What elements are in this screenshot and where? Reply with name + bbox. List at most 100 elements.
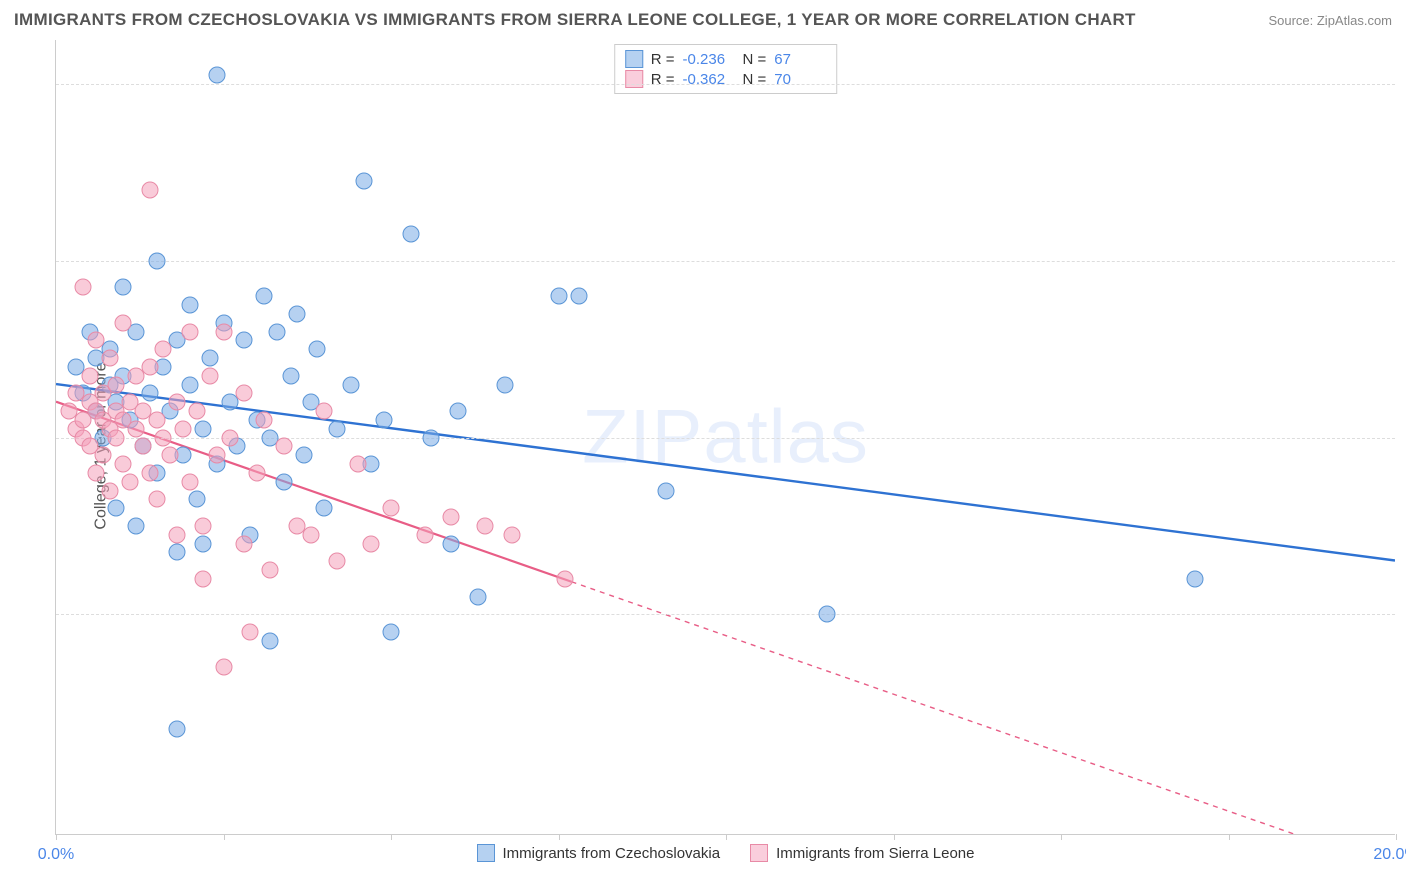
data-point bbox=[342, 376, 359, 393]
data-point bbox=[115, 279, 132, 296]
x-tick-label: 0.0% bbox=[38, 846, 74, 864]
data-point bbox=[195, 570, 212, 587]
data-point bbox=[195, 535, 212, 552]
data-point bbox=[818, 606, 835, 623]
stat-r-value: -0.236 bbox=[683, 51, 735, 68]
data-point bbox=[249, 464, 266, 481]
gridline bbox=[56, 84, 1395, 85]
data-point bbox=[182, 473, 199, 490]
legend-label: Immigrants from Sierra Leone bbox=[776, 845, 974, 862]
data-point bbox=[188, 403, 205, 420]
x-tick bbox=[1229, 834, 1230, 840]
x-tick bbox=[1061, 834, 1062, 840]
legend-swatch-icon bbox=[625, 70, 643, 88]
data-point bbox=[376, 411, 393, 428]
y-tick-label: 60.0% bbox=[1400, 429, 1406, 447]
data-point bbox=[108, 429, 125, 446]
stat-n-value: 67 bbox=[774, 51, 826, 68]
data-point bbox=[208, 447, 225, 464]
legend-swatch-icon bbox=[750, 844, 768, 862]
data-point bbox=[182, 323, 199, 340]
data-point bbox=[295, 447, 312, 464]
data-point bbox=[101, 482, 118, 499]
data-point bbox=[329, 553, 346, 570]
data-point bbox=[222, 429, 239, 446]
gridline bbox=[56, 614, 1395, 615]
data-point bbox=[141, 464, 158, 481]
data-point bbox=[108, 376, 125, 393]
data-point bbox=[316, 500, 333, 517]
data-point bbox=[148, 252, 165, 269]
data-point bbox=[141, 385, 158, 402]
data-point bbox=[302, 526, 319, 543]
data-point bbox=[115, 456, 132, 473]
data-point bbox=[275, 438, 292, 455]
stats-row: R =-0.362N =70 bbox=[625, 69, 827, 89]
x-tick bbox=[894, 834, 895, 840]
stats-row: R = -0.236 N = 67 bbox=[625, 49, 827, 69]
x-tick bbox=[559, 834, 560, 840]
data-point bbox=[289, 305, 306, 322]
y-tick-label: 40.0% bbox=[1400, 605, 1406, 623]
data-point bbox=[416, 526, 433, 543]
scatter-plot: ZIPatlas R =-0.236N =67R =-0.362N =70 Im… bbox=[55, 40, 1395, 835]
title-bar: IMMIGRANTS FROM CZECHOSLOVAKIA VS IMMIGR… bbox=[14, 10, 1392, 30]
data-point bbox=[383, 500, 400, 517]
data-point bbox=[195, 517, 212, 534]
data-point bbox=[557, 570, 574, 587]
gridline bbox=[56, 438, 1395, 439]
data-point bbox=[128, 420, 145, 437]
data-point bbox=[128, 517, 145, 534]
data-point bbox=[168, 394, 185, 411]
data-point bbox=[115, 314, 132, 331]
data-point bbox=[255, 288, 272, 305]
data-point bbox=[476, 517, 493, 534]
chart-title: IMMIGRANTS FROM CZECHOSLOVAKIA VS IMMIGR… bbox=[14, 10, 1136, 30]
legend-swatch-icon bbox=[625, 50, 643, 68]
legend-label: Immigrants from Czechoslovakia bbox=[503, 845, 721, 862]
legend-swatch-icon bbox=[477, 844, 495, 862]
data-point bbox=[148, 491, 165, 508]
data-point bbox=[188, 491, 205, 508]
data-point bbox=[262, 562, 279, 579]
x-tick bbox=[391, 834, 392, 840]
data-point bbox=[215, 323, 232, 340]
data-point bbox=[88, 464, 105, 481]
data-point bbox=[121, 473, 138, 490]
data-point bbox=[215, 659, 232, 676]
legend-item: Immigrants from Sierra Leone bbox=[750, 844, 974, 862]
data-point bbox=[262, 632, 279, 649]
data-point bbox=[168, 544, 185, 561]
data-point bbox=[155, 341, 172, 358]
data-point bbox=[141, 182, 158, 199]
source-label: Source: ZipAtlas.com bbox=[1268, 13, 1392, 28]
legend-item: Immigrants from Czechoslovakia bbox=[477, 844, 721, 862]
data-point bbox=[175, 420, 192, 437]
x-tick bbox=[224, 834, 225, 840]
stat-n-label: N = bbox=[743, 51, 767, 68]
data-point bbox=[168, 721, 185, 738]
data-point bbox=[101, 350, 118, 367]
data-point bbox=[309, 341, 326, 358]
x-tick bbox=[1396, 834, 1397, 840]
data-point bbox=[182, 297, 199, 314]
data-point bbox=[148, 411, 165, 428]
data-point bbox=[108, 500, 125, 517]
data-point bbox=[81, 367, 98, 384]
data-point bbox=[423, 429, 440, 446]
data-point bbox=[450, 403, 467, 420]
data-point bbox=[403, 226, 420, 243]
data-point bbox=[269, 323, 286, 340]
data-point bbox=[503, 526, 520, 543]
data-point bbox=[383, 623, 400, 640]
stats-legend: R = -0.236 N = 67R =-0.362N =70 bbox=[614, 44, 838, 94]
data-point bbox=[443, 509, 460, 526]
series-legend: Immigrants from Czechoslovakia Immigrants… bbox=[56, 844, 1395, 862]
data-point bbox=[202, 367, 219, 384]
data-point bbox=[161, 447, 178, 464]
data-point bbox=[182, 376, 199, 393]
stat-r-label: R = bbox=[651, 51, 675, 68]
data-point bbox=[208, 67, 225, 84]
data-point bbox=[550, 288, 567, 305]
data-point bbox=[443, 535, 460, 552]
